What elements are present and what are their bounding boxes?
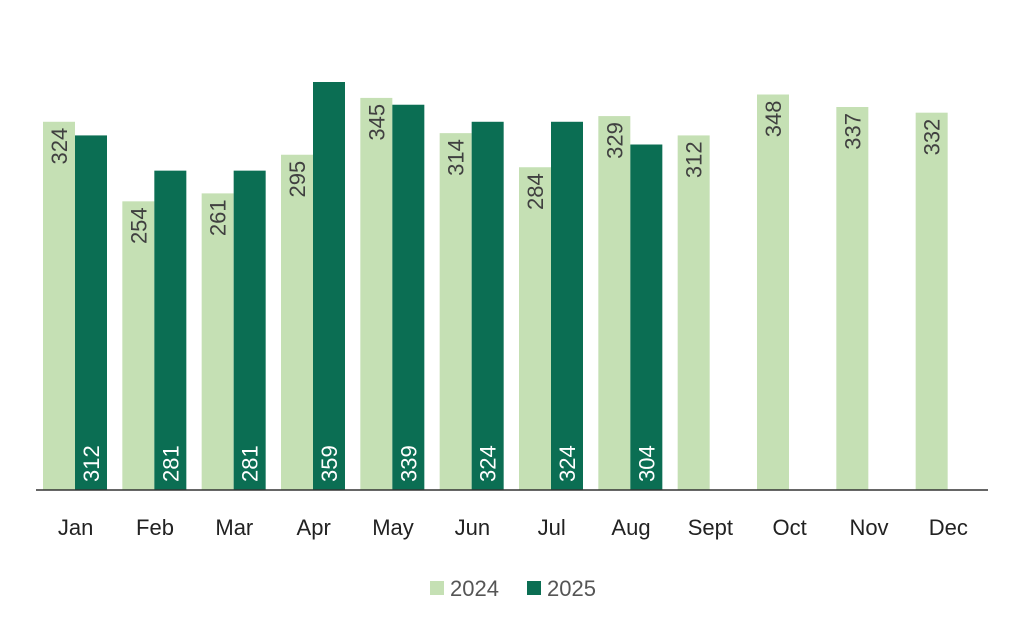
bar-2025-apr (313, 82, 345, 490)
legend-swatch-2024 (430, 581, 444, 595)
bar-2025-jun (471, 121, 504, 490)
x-tick-mar: Mar (215, 515, 253, 540)
data-label-2024-dec: 332 (920, 119, 945, 156)
bar-2024-jun (439, 133, 472, 490)
data-label-2024-nov: 337 (840, 113, 865, 150)
legend: 2024 2025 (430, 576, 596, 601)
legend-label-2024: 2024 (450, 576, 499, 601)
legend-swatch-2025 (527, 581, 541, 595)
data-label-2024-oct: 348 (761, 101, 786, 138)
data-label-2024-mar: 261 (206, 199, 231, 236)
data-label-2024-feb: 254 (126, 207, 151, 244)
bar-2024-dec (915, 112, 948, 490)
data-label-2025-apr: 359 (317, 445, 342, 482)
bar-2024-jul (519, 167, 551, 491)
x-tick-may: May (372, 515, 414, 540)
bar-2024-nov (836, 107, 869, 491)
bar-2024-feb (122, 201, 155, 490)
bar-2024-jan (43, 121, 75, 490)
x-tick-sept: Sept (688, 515, 733, 540)
x-tick-jan: Jan (58, 515, 93, 540)
data-label-2024-sept: 312 (682, 141, 707, 178)
data-label-2025-jul: 324 (555, 445, 580, 482)
data-label-2024-jan: 324 (47, 128, 72, 165)
data-label-2025-aug: 304 (634, 445, 659, 482)
x-tick-labels: Jan Feb Mar Apr May Jun Jul Aug Sept Oct Nov Dec (58, 515, 968, 540)
bar-2024-apr (281, 154, 313, 490)
x-tick-apr: Apr (297, 515, 331, 540)
data-label-2024-apr: 295 (285, 161, 310, 198)
bar-2024-mar (201, 193, 234, 490)
bar-2025-mar (233, 170, 266, 490)
bars-group (43, 82, 948, 491)
x-tick-nov: Nov (849, 515, 888, 540)
data-label-2025-mar: 281 (238, 445, 263, 482)
x-tick-feb: Feb (136, 515, 174, 540)
data-label-2024-may: 345 (364, 104, 389, 141)
data-label-2025-feb: 281 (158, 445, 183, 482)
bar-2024-aug (598, 116, 631, 490)
data-label-2024-jun: 314 (444, 139, 469, 176)
data-label-2024-aug: 329 (602, 122, 627, 159)
legend-label-2025: 2025 (547, 576, 596, 601)
x-tick-dec: Dec (929, 515, 968, 540)
data-label-2025-jan: 312 (79, 445, 104, 482)
bar-2024-may (360, 97, 393, 491)
data-labels-group: 324 312 254 281 261 281 295 359 345 339 314 324 284 3… (47, 101, 945, 482)
data-label-2025-may: 339 (396, 445, 421, 482)
bar-2025-jul (551, 121, 583, 490)
bar-2025-may (392, 104, 425, 491)
bar-2025-jan (75, 135, 107, 490)
x-tick-oct: Oct (773, 515, 807, 540)
bar-2024-sept (677, 135, 710, 490)
bar-2025-aug (630, 144, 663, 490)
data-label-2025-jun: 324 (476, 445, 501, 482)
bar-2024-oct (757, 94, 789, 490)
x-tick-jun: Jun (455, 515, 490, 540)
bar-2025-feb (154, 170, 187, 490)
x-tick-jul: Jul (538, 515, 566, 540)
data-label-2024-jul: 284 (523, 173, 548, 210)
x-tick-aug: Aug (611, 515, 650, 540)
